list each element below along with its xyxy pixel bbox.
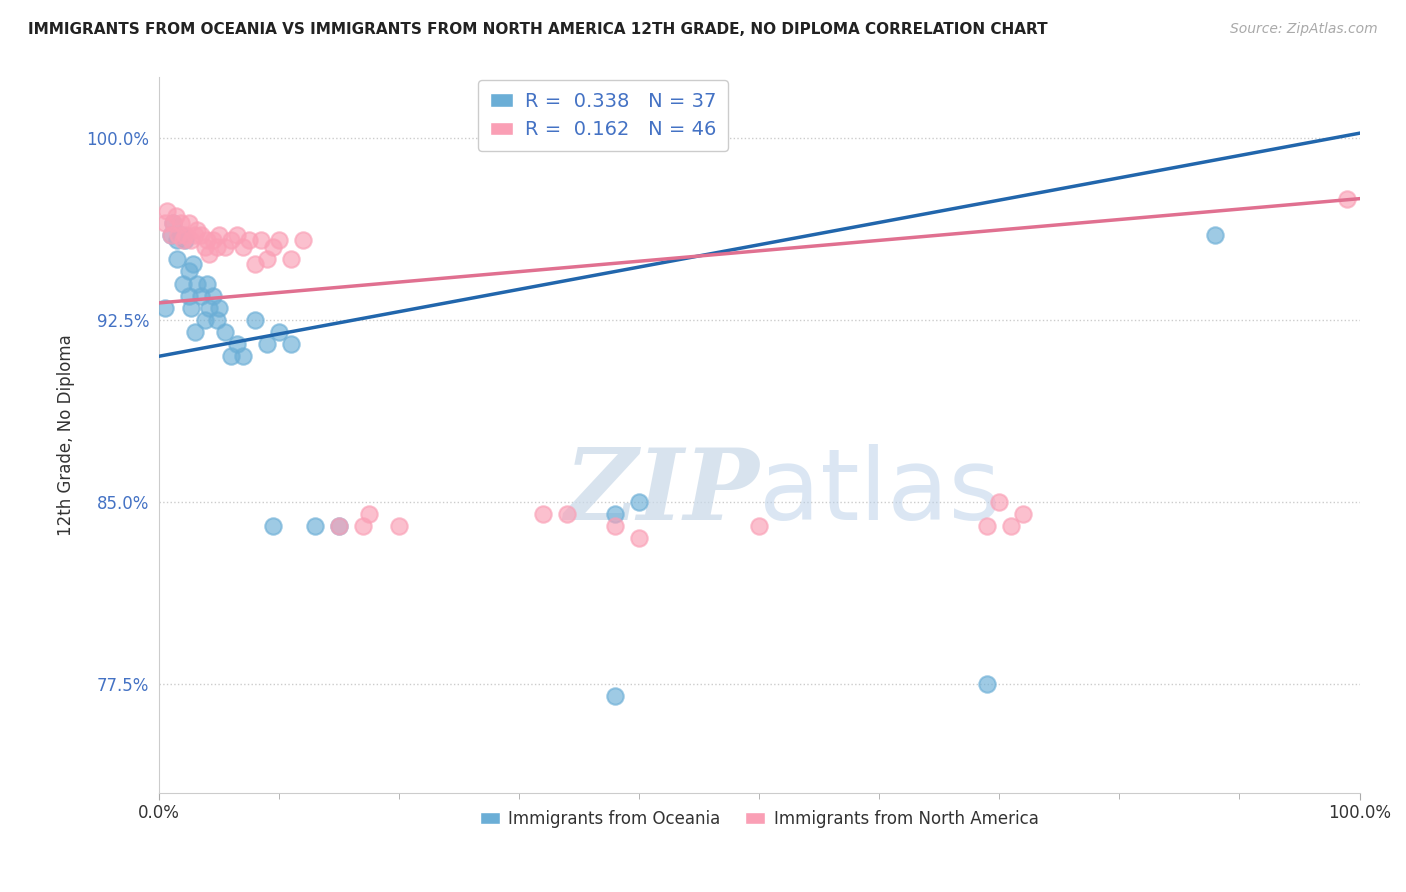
Point	[267, 233, 290, 247]
Point	[1336, 192, 1358, 206]
Legend: Immigrants from Oceania, Immigrants from North America: Immigrants from Oceania, Immigrants from…	[474, 803, 1045, 834]
Point	[174, 233, 197, 247]
Point	[219, 349, 242, 363]
Point	[190, 227, 212, 242]
Point	[169, 216, 191, 230]
Point	[177, 216, 200, 230]
Point	[226, 337, 249, 351]
Point	[198, 247, 221, 261]
Text: Source: ZipAtlas.com: Source: ZipAtlas.com	[1230, 22, 1378, 37]
Point	[352, 519, 374, 533]
Point	[328, 519, 350, 533]
Text: atlas: atlas	[759, 443, 1001, 541]
Point	[292, 233, 315, 247]
Point	[628, 494, 651, 508]
Point	[232, 240, 254, 254]
Point	[256, 337, 278, 351]
Text: ZIP: ZIP	[564, 444, 759, 541]
Point	[256, 252, 278, 267]
Point	[186, 277, 208, 291]
Point	[194, 240, 217, 254]
Point	[172, 233, 194, 247]
Point	[988, 494, 1011, 508]
Point	[180, 301, 202, 315]
Point	[1204, 227, 1226, 242]
Point	[208, 227, 231, 242]
Point	[169, 227, 191, 242]
Point	[243, 313, 266, 327]
Text: IMMIGRANTS FROM OCEANIA VS IMMIGRANTS FROM NORTH AMERICA 12TH GRADE, NO DIPLOMA : IMMIGRANTS FROM OCEANIA VS IMMIGRANTS FR…	[28, 22, 1047, 37]
Point	[166, 252, 188, 267]
Point	[304, 519, 326, 533]
Point	[243, 257, 266, 271]
Point	[1012, 507, 1035, 521]
Point	[214, 240, 236, 254]
Point	[156, 203, 179, 218]
Point	[555, 507, 578, 521]
Point	[232, 349, 254, 363]
Point	[177, 264, 200, 278]
Point	[628, 531, 651, 545]
Point	[190, 288, 212, 302]
Point	[280, 337, 302, 351]
Point	[153, 301, 176, 315]
Point	[605, 507, 627, 521]
Point	[166, 233, 188, 247]
Point	[219, 233, 242, 247]
Point	[184, 227, 207, 242]
Point	[172, 277, 194, 291]
Point	[162, 216, 184, 230]
Point	[976, 519, 998, 533]
Point	[194, 313, 217, 327]
Point	[177, 288, 200, 302]
Point	[238, 233, 260, 247]
Point	[262, 240, 284, 254]
Point	[174, 227, 197, 242]
Point	[198, 301, 221, 315]
Point	[153, 216, 176, 230]
Point	[195, 277, 218, 291]
Point	[226, 227, 249, 242]
Point	[214, 325, 236, 339]
Point	[250, 233, 273, 247]
Point	[262, 519, 284, 533]
Point	[181, 257, 204, 271]
Point	[162, 216, 184, 230]
Point	[748, 519, 770, 533]
Point	[359, 507, 381, 521]
Point	[167, 227, 190, 242]
Point	[208, 301, 231, 315]
Point	[267, 325, 290, 339]
Point	[186, 223, 208, 237]
Point	[202, 288, 225, 302]
Point	[1000, 519, 1022, 533]
Point	[531, 507, 554, 521]
Point	[195, 233, 218, 247]
Point	[605, 689, 627, 703]
Point	[605, 519, 627, 533]
Point	[205, 240, 228, 254]
Y-axis label: 12th Grade, No Diploma: 12th Grade, No Diploma	[58, 334, 75, 536]
Point	[280, 252, 302, 267]
Point	[180, 233, 202, 247]
Point	[165, 209, 187, 223]
Point	[205, 313, 228, 327]
Point	[388, 519, 411, 533]
Point	[202, 233, 225, 247]
Point	[976, 676, 998, 690]
Point	[160, 227, 183, 242]
Point	[160, 227, 183, 242]
Point	[328, 519, 350, 533]
Point	[184, 325, 207, 339]
